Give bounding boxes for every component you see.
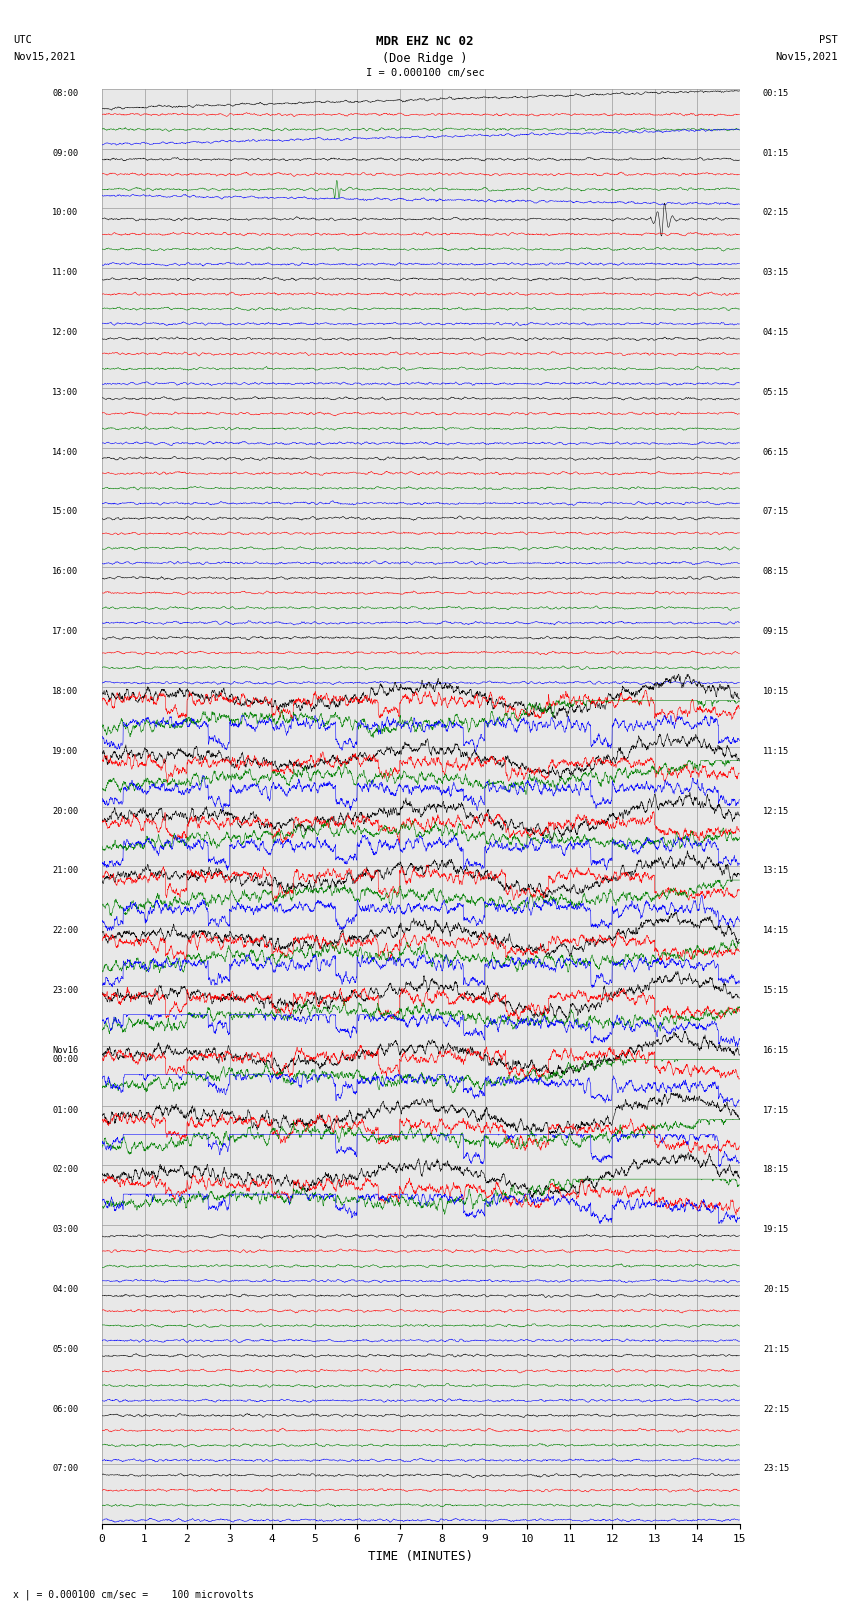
Text: 15:15: 15:15 [763, 986, 789, 995]
Text: 21:15: 21:15 [763, 1345, 789, 1353]
Text: Nov16
00:00: Nov16 00:00 [53, 1045, 78, 1063]
Text: 05:00: 05:00 [53, 1345, 78, 1353]
Text: 02:00: 02:00 [53, 1165, 78, 1174]
Text: 23:15: 23:15 [763, 1465, 789, 1473]
Text: 00:15: 00:15 [763, 89, 789, 98]
Text: 12:15: 12:15 [763, 806, 789, 816]
Text: MDR EHZ NC 02: MDR EHZ NC 02 [377, 35, 473, 48]
Text: 10:00: 10:00 [53, 208, 78, 218]
Text: 21:00: 21:00 [53, 866, 78, 876]
Text: 06:00: 06:00 [53, 1405, 78, 1413]
Text: Nov15,2021: Nov15,2021 [774, 52, 837, 61]
Text: 19:15: 19:15 [763, 1226, 789, 1234]
Text: 23:00: 23:00 [53, 986, 78, 995]
Text: 03:15: 03:15 [763, 268, 789, 277]
Text: 16:15: 16:15 [763, 1045, 789, 1055]
Text: 22:00: 22:00 [53, 926, 78, 936]
X-axis label: TIME (MINUTES): TIME (MINUTES) [368, 1550, 473, 1563]
Text: 07:00: 07:00 [53, 1465, 78, 1473]
Text: 02:15: 02:15 [763, 208, 789, 218]
Text: 16:00: 16:00 [53, 568, 78, 576]
Text: 15:00: 15:00 [53, 508, 78, 516]
Text: 20:15: 20:15 [763, 1286, 789, 1294]
Text: 09:00: 09:00 [53, 148, 78, 158]
Text: 04:15: 04:15 [763, 327, 789, 337]
Text: 14:00: 14:00 [53, 448, 78, 456]
Text: 10:15: 10:15 [763, 687, 789, 695]
Text: 17:00: 17:00 [53, 627, 78, 636]
Text: Nov15,2021: Nov15,2021 [13, 52, 76, 61]
Text: x | = 0.000100 cm/sec =    100 microvolts: x | = 0.000100 cm/sec = 100 microvolts [13, 1589, 253, 1600]
Text: (Doe Ridge ): (Doe Ridge ) [382, 52, 468, 65]
Text: 13:00: 13:00 [53, 387, 78, 397]
Text: I = 0.000100 cm/sec: I = 0.000100 cm/sec [366, 68, 484, 77]
Text: PST: PST [819, 35, 837, 45]
Text: 20:00: 20:00 [53, 806, 78, 816]
Text: 12:00: 12:00 [53, 327, 78, 337]
Text: 01:00: 01:00 [53, 1105, 78, 1115]
Text: 09:15: 09:15 [763, 627, 789, 636]
Text: 14:15: 14:15 [763, 926, 789, 936]
Text: 17:15: 17:15 [763, 1105, 789, 1115]
Text: 08:15: 08:15 [763, 568, 789, 576]
Text: 03:00: 03:00 [53, 1226, 78, 1234]
Text: 13:15: 13:15 [763, 866, 789, 876]
Text: 22:15: 22:15 [763, 1405, 789, 1413]
Text: 07:15: 07:15 [763, 508, 789, 516]
Text: 01:15: 01:15 [763, 148, 789, 158]
Text: 11:15: 11:15 [763, 747, 789, 755]
Text: UTC: UTC [13, 35, 31, 45]
Text: 19:00: 19:00 [53, 747, 78, 755]
Text: 11:00: 11:00 [53, 268, 78, 277]
Text: 08:00: 08:00 [53, 89, 78, 98]
Text: 06:15: 06:15 [763, 448, 789, 456]
Text: 18:15: 18:15 [763, 1165, 789, 1174]
Text: 05:15: 05:15 [763, 387, 789, 397]
Text: 18:00: 18:00 [53, 687, 78, 695]
Text: 04:00: 04:00 [53, 1286, 78, 1294]
